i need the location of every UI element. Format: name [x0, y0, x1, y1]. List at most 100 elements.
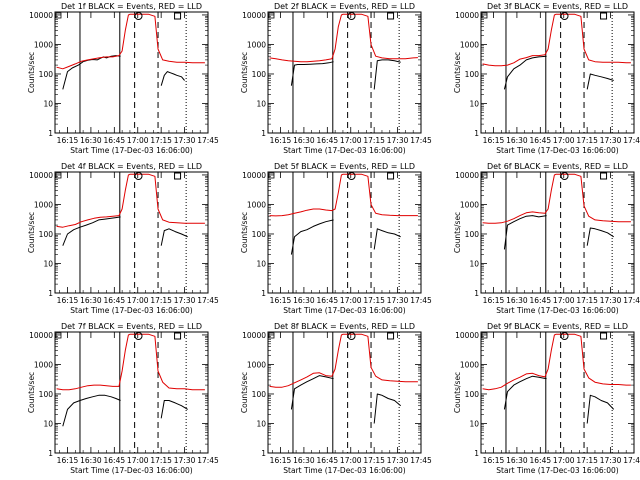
events-series-line — [290, 219, 334, 255]
y-tick-label: 10 — [256, 259, 266, 268]
y-tick-label: 10000 — [242, 171, 266, 180]
x-tick-label: 16:15 — [483, 296, 505, 305]
panel-title: Det 5f BLACK = Events, RED = LLD — [274, 162, 415, 171]
y-tick-label: 10000 — [29, 171, 53, 180]
x-tick-label: 17:30 — [387, 136, 409, 145]
panel-title: Det 8f BLACK = Events, RED = LLD — [274, 322, 415, 331]
y-tick-label: 1000 — [247, 360, 266, 369]
square-marker — [55, 332, 62, 339]
y-tick-label: 1 — [261, 449, 266, 458]
y-axis-label: Counts/sec — [453, 212, 462, 253]
detector-panel-4: Det 4f BLACK = Events, RED = LLD 1 10 100 10… — [27, 162, 219, 315]
square-marker — [387, 172, 395, 180]
detector-panel-9: Det 9f BLACK = Events, RED = LLD 1 10 100 10… — [453, 322, 640, 475]
x-tick-label: 16:15 — [270, 456, 292, 465]
x-tick-label: 17:15 — [363, 136, 385, 145]
y-tick-label: 10 — [469, 419, 479, 428]
panel-title: Det 2f BLACK = Events, RED = LLD — [274, 2, 415, 11]
circle-marker — [560, 12, 569, 20]
events-series-line — [503, 55, 547, 90]
x-tick-label: 17:45 — [623, 136, 640, 145]
x-tick-label: 17:00 — [340, 456, 362, 465]
x-tick-label: 16:45 — [104, 136, 126, 145]
y-tick-label: 1 — [48, 449, 53, 458]
square-marker — [174, 332, 182, 340]
plot-frame — [267, 11, 422, 134]
x-axis-label: Start Time (17-Dec-03 16:06:00) — [283, 466, 405, 475]
y-tick-label: 10 — [256, 419, 266, 428]
y-tick-label: 100 — [39, 230, 54, 239]
events-series-line — [62, 216, 121, 246]
square-marker — [600, 12, 608, 20]
square-marker — [174, 12, 182, 20]
x-tick-label: 17:45 — [623, 296, 640, 305]
y-tick-label: 100 — [252, 390, 267, 399]
square-marker — [481, 332, 488, 339]
y-axis-label: Counts/sec — [240, 52, 249, 93]
x-tick-label: 16:15 — [57, 296, 79, 305]
x-tick-label: 16:15 — [57, 456, 79, 465]
plot-frame — [480, 171, 635, 294]
x-tick-label: 17:00 — [127, 456, 149, 465]
x-tick-label: 17:30 — [600, 456, 622, 465]
detector-panel-8: Det 8f BLACK = Events, RED = LLD 1 10 100 10… — [240, 322, 432, 475]
x-tick-label: 17:00 — [340, 136, 362, 145]
circle-marker — [560, 332, 569, 340]
lld-series-line — [482, 173, 631, 224]
x-tick-label: 17:00 — [127, 296, 149, 305]
lld-series-line — [56, 13, 205, 70]
x-tick-label: 16:15 — [57, 136, 79, 145]
x-tick-label: 16:45 — [530, 456, 552, 465]
x-tick-label: 16:45 — [530, 136, 552, 145]
x-tick-label: 17:00 — [553, 456, 575, 465]
x-tick-label: 17:30 — [600, 136, 622, 145]
square-marker — [268, 12, 275, 19]
detector-panel-5: Det 5f BLACK = Events, RED = LLD 1 10 100 10… — [240, 162, 432, 315]
x-tick-label: 17:15 — [576, 456, 598, 465]
y-axis-label: Counts/sec — [240, 372, 249, 413]
y-tick-label: 1000 — [34, 200, 53, 209]
lld-series-line — [269, 13, 418, 63]
x-tick-label: 17:15 — [363, 456, 385, 465]
x-axis-label: Start Time (17-Dec-03 16:06:00) — [496, 306, 618, 315]
events-series-line — [503, 375, 547, 410]
x-axis-label: Start Time (17-Dec-03 16:06:00) — [496, 466, 618, 475]
panel-title: Det 1f BLACK = Events, RED = LLD — [61, 2, 202, 11]
x-tick-label: 17:30 — [600, 296, 622, 305]
y-axis-label: Counts/sec — [27, 212, 36, 253]
plot-frame — [54, 11, 209, 134]
x-axis-label: Start Time (17-Dec-03 16:06:00) — [70, 306, 192, 315]
lld-series-line — [269, 333, 418, 388]
x-tick-label: 17:00 — [553, 296, 575, 305]
detector-panel-7: Det 7f BLACK = Events, RED = LLD 1 10 100 10… — [27, 322, 219, 475]
y-tick-label: 10 — [256, 99, 266, 108]
events-series-line — [373, 393, 402, 424]
x-tick-label: 17:45 — [410, 456, 432, 465]
circle-marker — [134, 12, 143, 20]
circle-marker — [347, 12, 356, 20]
y-tick-label: 100 — [39, 70, 54, 79]
x-tick-label: 17:45 — [197, 136, 219, 145]
y-tick-label: 1000 — [460, 360, 479, 369]
x-tick-label: 16:45 — [317, 296, 339, 305]
plot-frame — [267, 171, 422, 294]
events-series-line — [62, 394, 121, 427]
detector-panel-2: Det 2f BLACK = Events, RED = LLD 1 10 100 10… — [240, 2, 432, 155]
events-series-line — [290, 375, 334, 410]
events-series-line — [586, 227, 614, 246]
x-tick-label: 17:00 — [340, 296, 362, 305]
panel-title: Det 7f BLACK = Events, RED = LLD — [61, 322, 202, 331]
x-tick-label: 16:45 — [530, 296, 552, 305]
x-tick-label: 16:45 — [317, 456, 339, 465]
plot-frame — [480, 11, 635, 134]
square-marker — [387, 332, 395, 340]
y-axis-label: Counts/sec — [240, 212, 249, 253]
x-tick-label: 16:30 — [80, 296, 102, 305]
y-tick-label: 10 — [43, 259, 53, 268]
y-tick-label: 100 — [465, 390, 480, 399]
lld-series-line — [56, 333, 205, 391]
x-tick-label: 17:15 — [150, 456, 172, 465]
y-tick-label: 10000 — [455, 11, 479, 20]
x-tick-label: 17:00 — [553, 136, 575, 145]
